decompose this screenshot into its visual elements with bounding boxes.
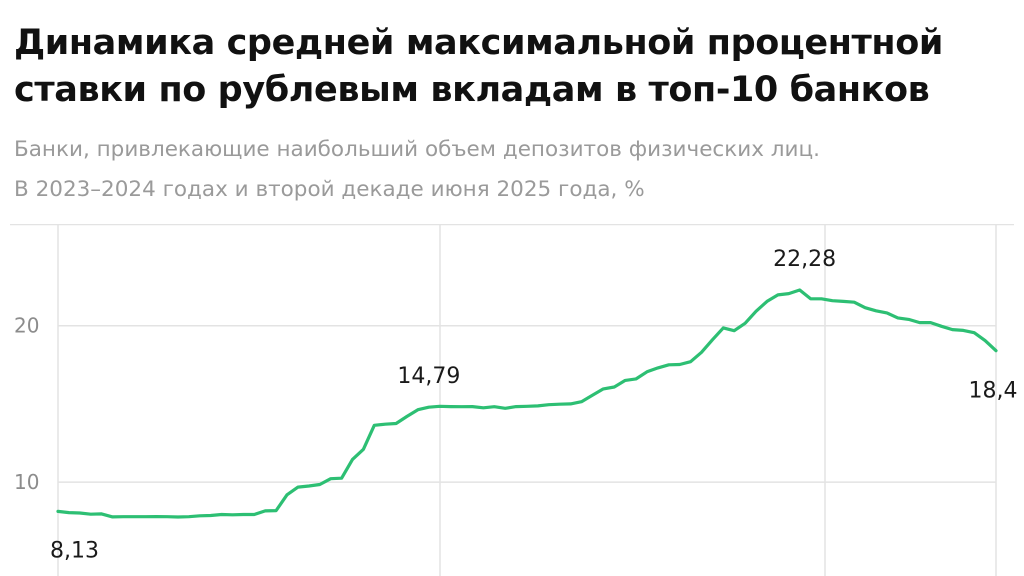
line-chart: 10 20 8,13 14,79 22,28 18,4 [10,224,1018,576]
y-tick-label-10: 10 [14,470,39,494]
data-label-2: 14,79 [397,364,460,389]
chart-title-line-2: ставки по рублевым вкладам в топ-10 банк… [14,70,930,110]
y-tick-label-20: 20 [14,314,39,338]
data-label-4: 18,4 [969,379,1018,404]
series-line [56,288,998,519]
data-label-1: 8,13 [50,538,99,563]
chart-subtitle-line-2: В 2023–2024 годах и второй декаде июня 2… [14,177,645,202]
chart-subtitle: Банки, привлекающие наибольший объем деп… [14,130,1004,210]
chart-title-line-1: Динамика средней максимальной процентной [14,23,943,63]
chart-subtitle-line-1: Банки, привлекающие наибольший объем деп… [14,137,820,162]
data-label-3: 22,28 [773,247,836,272]
chart-title: Динамика средней максимальной процентной… [14,20,1004,114]
